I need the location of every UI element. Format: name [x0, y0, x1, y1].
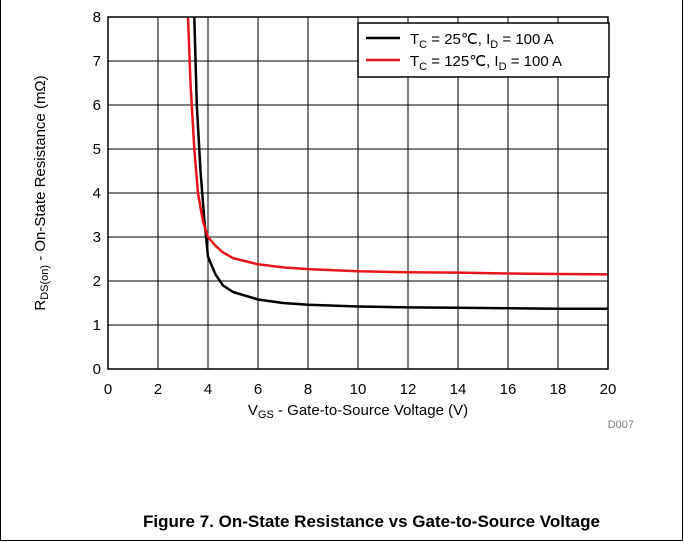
x-tick-label: 16 — [500, 381, 517, 398]
legend: TC = 25℃, ID = 100 A TC = 125℃, ID = 100… — [357, 22, 610, 78]
legend-box — [357, 22, 610, 78]
legend-label-25c: TC = 25℃, ID = 100 A — [410, 31, 554, 51]
series-line-25c — [193, 16, 608, 310]
x-tick-label: 18 — [550, 381, 567, 398]
x-tick-label: 0 — [104, 381, 112, 398]
y-tick-label: 7 — [93, 53, 101, 70]
x-tick-label: 12 — [400, 381, 417, 398]
y-tick-label: 4 — [93, 185, 101, 202]
legend-label-125c: TC = 125℃, ID = 100 A — [410, 53, 562, 73]
x-tick-label: 4 — [204, 381, 212, 398]
figure-code: D007 — [608, 419, 634, 431]
y-tick-label: 0 — [93, 361, 101, 378]
x-tick-label: 14 — [450, 381, 467, 398]
x-axis-label: VGS - Gate-to-Source Voltage (V) — [248, 402, 468, 421]
series-lines — [186, 16, 609, 310]
x-tick-label: 20 — [600, 381, 617, 398]
x-tick-label: 6 — [254, 381, 262, 398]
y-tick-label: 6 — [93, 97, 101, 114]
plot-border — [107, 16, 609, 370]
y-tick-label: 5 — [93, 141, 101, 158]
y-axis-label: RDS(on) - On-State Resistance (mΩ) — [32, 75, 51, 310]
figure-caption: Figure 7. On-State Resistance vs Gate-to… — [143, 512, 600, 531]
x-tick-label: 2 — [154, 381, 162, 398]
x-tick-label: 10 — [350, 381, 367, 398]
y-tick-label: 3 — [93, 229, 101, 246]
y-tick-label: 2 — [93, 273, 101, 290]
y-tick-label: 8 — [93, 9, 101, 26]
x-tick-label: 8 — [304, 381, 312, 398]
y-tick-label: 1 — [93, 317, 101, 334]
series-line-125c — [186, 16, 609, 276]
